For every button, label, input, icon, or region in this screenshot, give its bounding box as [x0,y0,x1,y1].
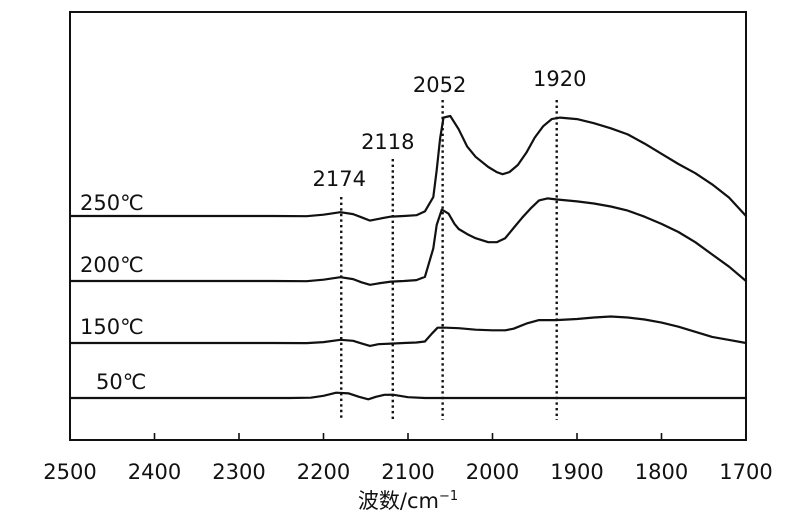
series-label: 200℃ [80,253,144,277]
x-tick-label: 2400 [128,460,181,484]
spectrum-line [68,391,748,401]
plot-frame [69,11,747,441]
peak-label: 2174 [313,167,366,191]
spectrum-line [68,114,748,222]
series-label: 150℃ [80,315,144,339]
series-label: 50℃ [96,370,146,394]
peak-label: 2052 [413,73,466,97]
peak-label: 1920 [533,67,586,91]
x-tick-label: 2300 [212,460,265,484]
spectra [68,114,748,401]
x-tick-label: 1700 [719,460,772,484]
spectrum-line [68,197,748,286]
x-axis-title-superscript: −1 [439,489,458,504]
x-tick-label: 2000 [466,460,519,484]
spectrum-line [68,315,748,347]
series-label: 250℃ [80,191,144,215]
x-axis-title: 波数/cm−1 [358,489,458,513]
x-axis-title-text: 波数/cm [358,489,439,513]
x-tick-label: 2100 [381,460,434,484]
peak-labels: 2174 2118 2052 1920 [313,67,587,191]
series-labels: 250℃ 200℃ 150℃ 50℃ [80,191,146,394]
x-tick-label: 2200 [297,460,350,484]
peak-markers [340,100,558,420]
x-tick-label: 1800 [635,460,688,484]
x-axis: 2500 2400 2300 2200 2100 2000 1900 1800 1700 [43,433,773,484]
x-tick-label: 1900 [550,460,603,484]
x-tick-label: 2500 [43,460,96,484]
peak-label: 2118 [361,130,414,154]
